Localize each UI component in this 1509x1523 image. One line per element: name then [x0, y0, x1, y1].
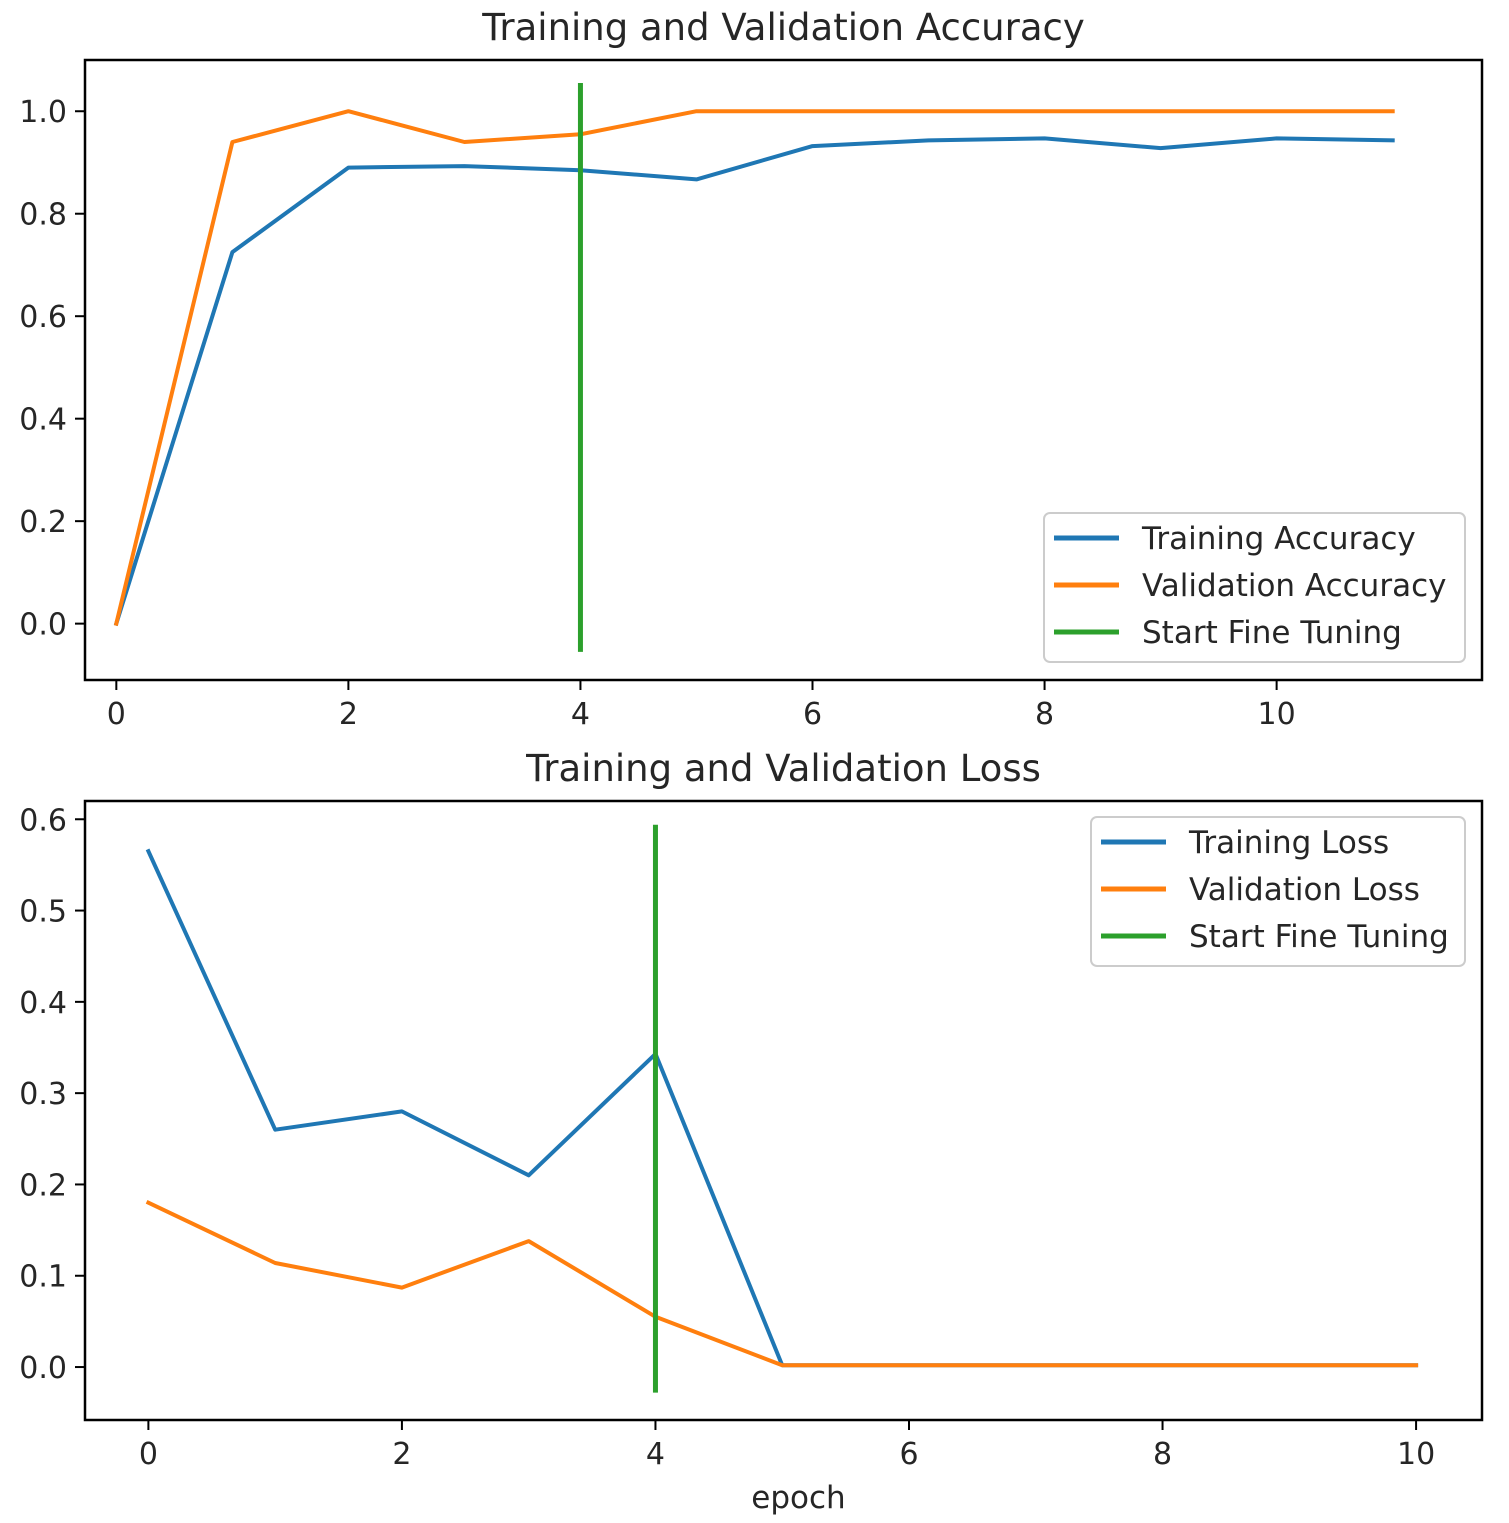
accuracy-legend-label-training-accuracy: Training Accuracy	[1141, 521, 1416, 557]
loss-x-tick-label: 6	[899, 1437, 918, 1472]
loss-y-tick-label: 0.1	[19, 1260, 67, 1295]
loss-y-tick-label: 0.5	[19, 895, 67, 930]
loss-chart-title: Training and Validation Loss	[525, 747, 1041, 790]
loss-legend-label-start-fine-tuning: Start Fine Tuning	[1189, 919, 1449, 955]
loss-y-tick-label: 0.4	[19, 986, 67, 1021]
accuracy-y-tick-label: 0.0	[19, 608, 67, 643]
accuracy-x-tick-label: 10	[1258, 697, 1296, 732]
accuracy-chart-title: Training and Validation Accuracy	[481, 6, 1085, 49]
accuracy-x-tick-label: 4	[571, 697, 590, 732]
loss-y-tick-label: 0.0	[19, 1351, 67, 1386]
accuracy-legend-box	[1043, 512, 1466, 663]
loss-legend-box	[1090, 816, 1466, 967]
accuracy-legend-label-validation-accuracy: Validation Accuracy	[1142, 568, 1446, 604]
accuracy-series-validation-accuracy-line	[113, 109, 1395, 627]
accuracy-x-tick-label: 6	[803, 697, 822, 732]
loss-x-axis-label: epoch	[751, 1480, 845, 1516]
accuracy-legend: Training Accuracy Validation Accuracy Star…	[1043, 512, 1466, 663]
loss-y-tick-label: 0.6	[19, 803, 67, 838]
loss-y-tick-label: 0.3	[19, 1077, 67, 1112]
loss-x-tick-label: 8	[1153, 1437, 1172, 1472]
accuracy-y-tick-label: 0.8	[19, 198, 67, 233]
accuracy-y-tick-label: 0.4	[19, 403, 67, 438]
accuracy-x-tick-label: 2	[339, 697, 358, 732]
loss-legend-label-validation-loss: Validation Loss	[1189, 872, 1420, 908]
accuracy-chart: Training and Validation Accuracy 0 2 4 6 8 10 0…	[19, 6, 1484, 732]
accuracy-x-tick-label: 0	[107, 697, 126, 732]
accuracy-axes-frame	[83, 58, 1484, 682]
loss-chart: Training and Validation Loss 0 2 4 6 8 10 0.0 0.…	[19, 747, 1484, 1516]
accuracy-y-tick-label: 0.6	[19, 300, 67, 335]
loss-axes-frame	[83, 799, 1484, 1422]
accuracy-y-tick-label: 1.0	[19, 95, 67, 130]
loss-x-tick-label: 2	[392, 1437, 411, 1472]
loss-x-tick-label: 10	[1397, 1437, 1435, 1472]
loss-x-tick-label: 0	[139, 1437, 158, 1472]
loss-x-tick-label: 4	[646, 1437, 665, 1472]
accuracy-series-training-accuracy-line	[113, 136, 1395, 627]
loss-y-tick-label: 0.2	[19, 1168, 67, 1203]
accuracy-legend-label-start-fine-tuning: Start Fine Tuning	[1142, 615, 1402, 651]
loss-legend: Training Loss Validation Loss Start Fine T…	[1090, 816, 1466, 967]
loss-legend-label-training-loss: Training Loss	[1188, 825, 1389, 861]
accuracy-x-tick-label: 8	[1035, 697, 1054, 732]
accuracy-y-tick-label: 0.2	[19, 505, 67, 540]
